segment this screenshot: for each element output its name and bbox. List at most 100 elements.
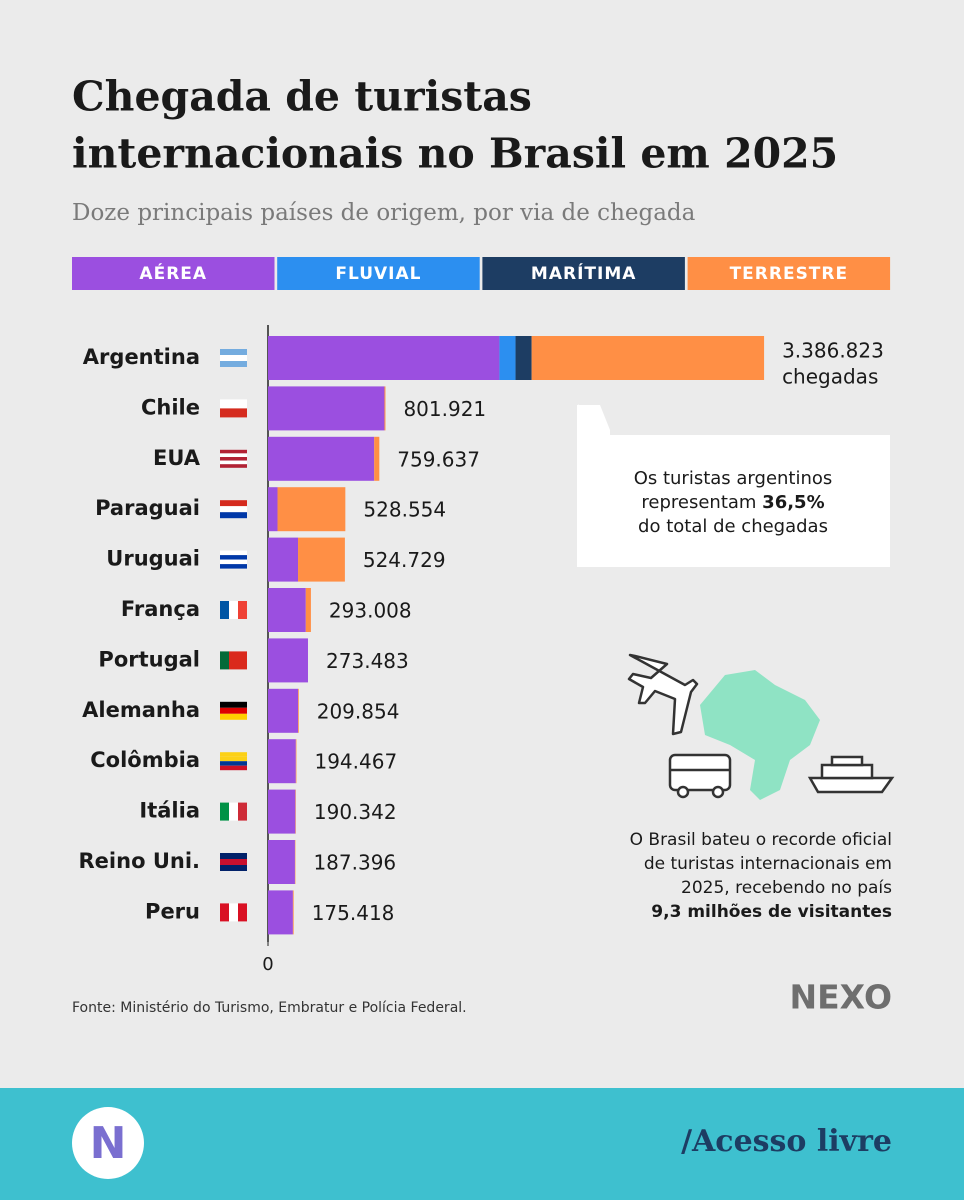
bar-segment [268, 840, 295, 884]
category-label: Argentina [83, 345, 200, 369]
flag-stripe [220, 559, 247, 565]
flag-stripe [220, 457, 247, 461]
note-emphasis: 9,3 milhões de visitantes [651, 902, 892, 922]
flag-stripe [220, 761, 247, 766]
bar-segment [268, 890, 293, 935]
ship-icon [807, 755, 895, 794]
bar-segment [268, 588, 306, 632]
subtitle: Doze principais países de origem, por vi… [72, 200, 696, 226]
bar-segment [277, 487, 346, 532]
flag-stripe [229, 802, 238, 821]
bar-segment [268, 739, 296, 784]
flag-stripe [238, 802, 247, 821]
legend-swatch [687, 257, 891, 290]
flag-stripe [220, 464, 247, 468]
brazil-map [700, 670, 820, 800]
bar-segment [305, 588, 311, 632]
category-label: Reino Uni. [79, 849, 200, 873]
callout-box [577, 435, 890, 567]
total-unit: chegadas [782, 365, 878, 389]
callout-text: representam 36,5% [641, 492, 824, 513]
category-label: Uruguai [106, 547, 200, 571]
flag-stripe [220, 713, 247, 720]
bar-segment [295, 739, 297, 784]
footer-band [0, 1088, 964, 1200]
total-label: 759.637 [397, 447, 480, 471]
flag-stripe [220, 399, 247, 409]
flag-stripe [220, 765, 247, 771]
total-label: 524.729 [363, 548, 446, 572]
plane-icon [627, 653, 699, 736]
flag-stripe [220, 512, 247, 519]
category-label: Chile [141, 395, 200, 419]
title: Chegada de turistas [72, 73, 532, 121]
source: Fonte: Ministério do Turismo, Embratur e… [72, 1000, 467, 1016]
bar-segment [268, 386, 385, 431]
note-text: 2025, recebendo no país [681, 878, 892, 898]
category-label: EUA [153, 446, 201, 470]
legend-label: TERRESTRE [730, 264, 849, 284]
legend-swatch [277, 257, 480, 290]
flag-stripe [220, 349, 247, 355]
bar-segment [268, 789, 296, 834]
callout-emphasis: 36,5% [762, 492, 824, 513]
callout-text: Os turistas argentinos [634, 468, 833, 489]
flag-stripe [220, 756, 247, 762]
callout-text: do total de chegadas [638, 516, 828, 537]
flag-stripe [220, 408, 247, 418]
bar-segment [515, 336, 532, 380]
bar-segment [268, 537, 299, 582]
callout-text: representam [641, 492, 762, 513]
flag-stripe [220, 752, 247, 757]
flag-stripe [220, 500, 247, 507]
category-label: Portugal [98, 647, 200, 671]
footer-logo [72, 1107, 144, 1179]
flag-stripe [220, 460, 247, 465]
title: internacionais no Brasil em 2025 [72, 130, 838, 178]
flag-stripe [220, 564, 247, 569]
legend-swatch [72, 257, 275, 290]
bar-segment [374, 436, 380, 481]
bar-segment [298, 537, 345, 582]
x-tick-label: 0 [262, 954, 273, 975]
note-text: de turistas internacionais em [644, 854, 892, 874]
flag-stripe [220, 701, 247, 708]
total-label: 801.921 [403, 397, 486, 421]
bar-segment [298, 688, 299, 733]
legend-label: MARÍTIMA [531, 262, 636, 284]
flag-stripe [220, 453, 247, 457]
flag-stripe [220, 903, 229, 922]
flag-stripe [238, 903, 247, 922]
total-label: 293.008 [329, 599, 412, 623]
legend-swatch [482, 257, 685, 290]
bar-segment [292, 890, 294, 935]
flag-stripe [220, 555, 247, 560]
flag-stripe [238, 651, 247, 670]
flag-stripe [220, 601, 229, 619]
footer-logo-letter: N [90, 1118, 127, 1169]
category-label: França [121, 597, 200, 621]
category-label: Colômbia [90, 748, 200, 772]
total-label: 209.854 [317, 699, 400, 723]
total-label: 194.467 [314, 750, 397, 774]
category-label: Itália [139, 799, 200, 823]
callout-notch [578, 404, 604, 437]
flag-stripe [238, 601, 247, 619]
category-label: Peru [145, 899, 200, 923]
flag-stripe [220, 449, 247, 454]
total-label: 175.418 [312, 901, 395, 925]
bar-segment [531, 336, 765, 380]
flag-stripe [220, 361, 247, 367]
bus-icon [668, 753, 732, 799]
flag-stripe [220, 506, 247, 513]
bar-segment [384, 386, 386, 431]
flag-stripe [220, 355, 247, 361]
flag-stripe [220, 550, 247, 556]
bar-segment [268, 638, 308, 683]
bar-segment [268, 336, 500, 380]
category-label: Alemanha [82, 698, 200, 722]
bar-segment [268, 688, 299, 733]
bar-segment [268, 436, 375, 481]
